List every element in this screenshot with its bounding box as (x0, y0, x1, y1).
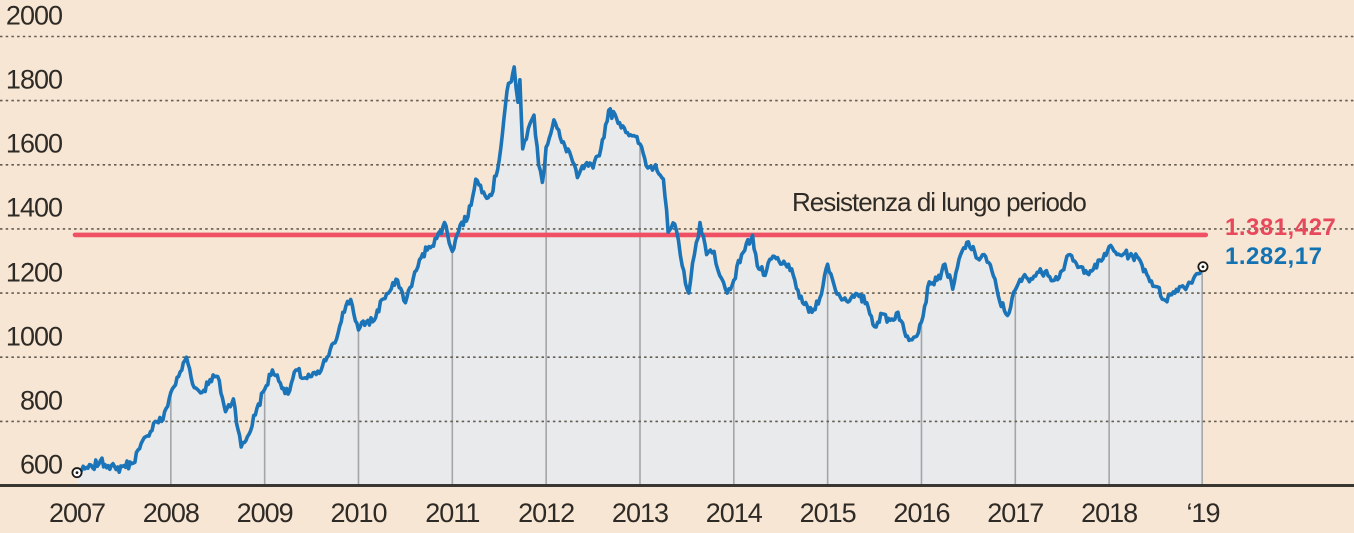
last-price-label: 1.282,17 (1225, 243, 1323, 270)
x-tick-2010: 2010 (330, 498, 387, 528)
y-tick-1800: 1800 (5, 64, 63, 95)
y-tick-1000: 1000 (5, 321, 63, 352)
x-tick-2011: 2011 (425, 498, 480, 528)
x-tick-2016: 2016 (893, 498, 950, 528)
x-tick-2019: ‘19 (1186, 498, 1220, 528)
series-end-marker-dot (1201, 265, 1205, 269)
x-tick-2007: 2007 (48, 498, 106, 528)
x-tick-2009: 2009 (236, 498, 294, 528)
resistance-annotation: Resistenza di lungo periodo (792, 187, 1087, 217)
series-start-marker-dot (75, 471, 79, 475)
x-tick-2014: 2014 (705, 498, 763, 528)
x-tick-2008: 2008 (142, 498, 200, 528)
y-tick-600: 600 (19, 449, 63, 480)
x-tick-2018: 2018 (1081, 498, 1138, 528)
y-tick-1600: 1600 (5, 128, 63, 159)
resistance-value-label: 1.381,427 (1225, 214, 1337, 241)
x-tick-2012: 2012 (518, 498, 575, 528)
x-tick-2017: 2017 (987, 498, 1044, 528)
y-tick-1200: 1200 (5, 257, 63, 288)
x-tick-2013: 2013 (611, 498, 669, 528)
y-tick-800: 800 (19, 385, 63, 416)
y-tick-2000: 2000 (5, 0, 63, 31)
x-tick-2015: 2015 (799, 498, 857, 528)
y-tick-1400: 1400 (5, 192, 63, 223)
price-line (75, 65, 1205, 475)
